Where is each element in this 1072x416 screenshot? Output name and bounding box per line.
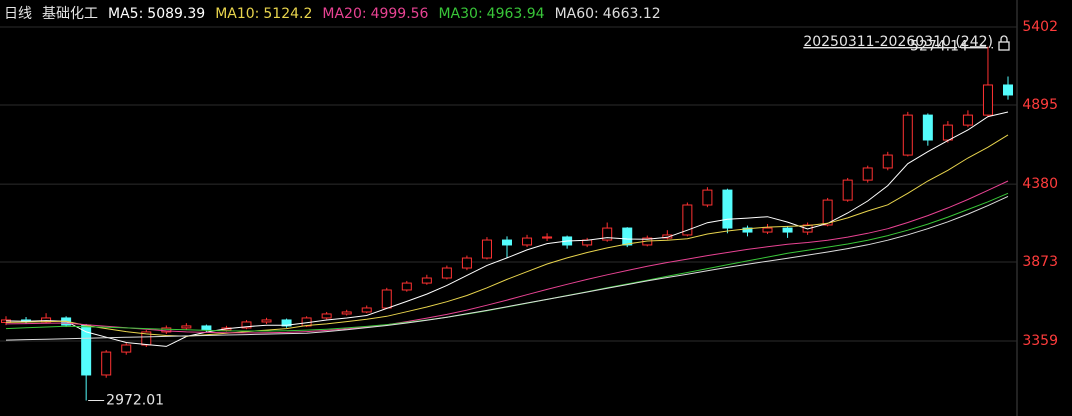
candle-body <box>281 319 292 327</box>
y-tick-label: 5402 <box>1022 19 1058 35</box>
candle-body <box>622 227 633 246</box>
low-label: 2972.01 <box>106 392 164 408</box>
legend-value: 4999.56 <box>371 6 429 22</box>
candle-body <box>782 227 793 233</box>
candle-body <box>962 114 973 126</box>
candle-body <box>522 237 533 246</box>
ma-line <box>5 195 1009 341</box>
candle-body <box>101 351 112 376</box>
candle-body <box>361 307 372 313</box>
y-tick-label: 4380 <box>1022 176 1058 192</box>
candle-body <box>502 239 512 246</box>
ma-line <box>5 111 1009 347</box>
candle-body <box>1003 84 1013 96</box>
candle-body <box>381 289 392 309</box>
legend-value: 4663.12 <box>603 6 661 22</box>
candle-body <box>161 327 172 333</box>
candle-body <box>882 154 893 169</box>
sector-name: 基础化工 <box>42 5 98 22</box>
plot: 5274.14 2972.01 <box>1 39 1013 408</box>
candle-body <box>902 114 913 156</box>
high-label: 5274.14 <box>910 39 968 55</box>
y-tick-label: 3873 <box>1022 254 1058 270</box>
lock-icon[interactable] <box>998 35 1010 51</box>
legend-value: 5089.39 <box>147 6 205 22</box>
candle-body <box>461 257 472 269</box>
candle-body <box>261 319 272 323</box>
candle-body <box>942 124 953 141</box>
legend-name: MA60: <box>555 6 599 22</box>
candle-body <box>201 325 212 331</box>
legend-name: MA30: <box>438 6 482 22</box>
ma-line <box>5 180 1009 334</box>
legend-name: MA10: <box>215 6 259 22</box>
candle-body <box>441 267 452 279</box>
legend: MA5: 5089.39 MA10: 5124.2 MA20: 4999.56 MA30: 4… <box>108 6 661 22</box>
candle-body <box>121 344 132 353</box>
legend-value: 5124.2 <box>263 6 312 22</box>
candle-body <box>401 282 412 291</box>
candle-body <box>141 331 152 346</box>
candle-body <box>842 179 853 201</box>
candle-body <box>742 227 753 233</box>
candle-body <box>662 234 673 239</box>
candle-body <box>762 227 773 233</box>
candle-body <box>341 311 352 315</box>
candle-body <box>822 199 833 226</box>
legend-name: MA20: <box>322 6 366 22</box>
candle-body <box>602 227 613 241</box>
candle-body <box>321 313 332 319</box>
legend-value: 4963.94 <box>487 6 545 22</box>
period: 日线 基础化工 MA5: 5089.39 MA10: 5124.2 MA20: 4999.56… <box>4 5 661 22</box>
candle-body <box>241 321 252 329</box>
candle-body <box>982 84 993 116</box>
candle-body <box>722 189 733 229</box>
candle-body <box>862 167 873 181</box>
candle-body <box>922 114 933 141</box>
range-label[interactable]: 20250311-20260310 (242) <box>803 34 993 50</box>
candle-body <box>181 325 192 329</box>
candle-body <box>421 277 432 284</box>
y-tick-label: 4895 <box>1022 97 1058 113</box>
candle-body <box>702 189 713 206</box>
legend-name: MA5: <box>108 6 143 22</box>
candle-body <box>542 236 553 239</box>
candle-body <box>481 239 492 259</box>
candle-body <box>682 204 693 236</box>
period-label: 日线 <box>4 6 32 22</box>
y-tick-label: 3359 <box>1022 333 1058 349</box>
